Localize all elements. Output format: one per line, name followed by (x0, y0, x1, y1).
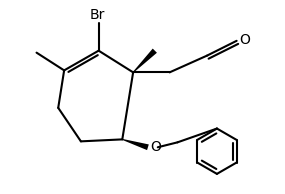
Text: Br: Br (90, 8, 105, 22)
Polygon shape (133, 48, 157, 73)
Text: O: O (150, 140, 161, 154)
Polygon shape (122, 139, 149, 150)
Text: O: O (240, 33, 251, 47)
